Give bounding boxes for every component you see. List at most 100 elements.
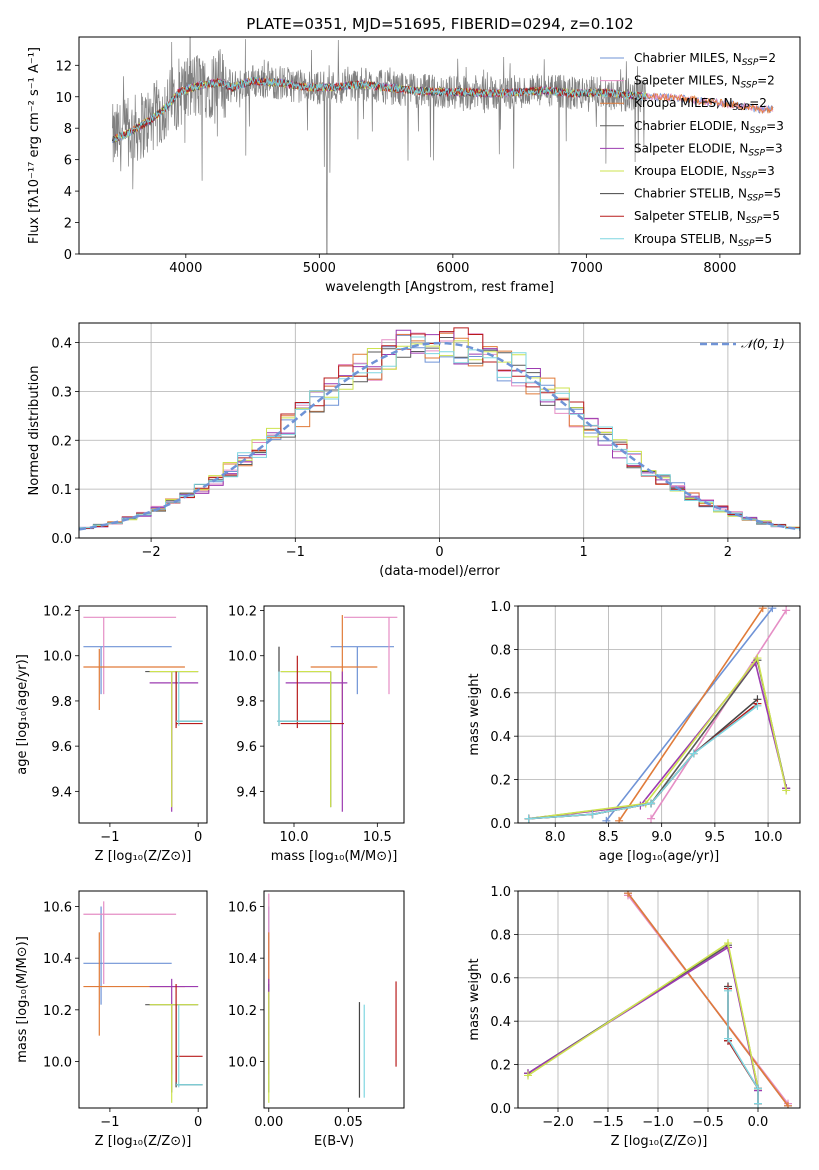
series-line-Kroupa_STELIB — [727, 990, 759, 1104]
legend-label-suffix: =2 — [757, 74, 775, 88]
legend-label-suffix: =3 — [757, 164, 775, 178]
x-axis-label: Z [log₁₀(Z/Z⊙)] — [95, 849, 192, 864]
y-tick-label: 0.0 — [490, 1102, 511, 1117]
legend-label-main: Salpeter ELODIE, N — [634, 141, 748, 155]
y-tick-label: 0.1 — [51, 483, 72, 498]
legend-label-sub: SSP — [742, 58, 759, 68]
normal-curve — [79, 341, 800, 531]
x-tick-label: 8.0 — [545, 830, 566, 845]
legend-label: Salpeter STELIB, NSSP=5 — [634, 209, 780, 226]
y-tick-label: 8 — [64, 122, 72, 137]
residual-histogram — [79, 336, 800, 538]
marker-Kroupa_MILES — [758, 606, 767, 613]
y-axis-label: Normed distribution — [27, 366, 42, 496]
marker-Salpeter_MILES — [782, 606, 791, 615]
legend-label-main: Kroupa ELODIE, N — [634, 164, 741, 178]
x-tick-label: 6000 — [436, 261, 469, 276]
legend-label-sub: SSP — [741, 171, 758, 181]
residuals-axes: −2 −1 0 1 2 0.0 0.1 0.2 0.3 0.4 (data-model)/error… — [27, 322, 801, 579]
y-tick-label: 0.2 — [490, 1059, 511, 1074]
y-tick-label: 0.2 — [490, 774, 511, 789]
y-tick-label: 9.6 — [236, 740, 257, 755]
x-tick-label: 2 — [724, 545, 732, 560]
legend-label: Chabrier STELIB, NSSP=5 — [634, 187, 781, 204]
legend-label: Kroupa STELIB, NSSP=5 — [634, 232, 772, 249]
series-line-Chabrier_MILES — [605, 607, 773, 822]
x-tick-label: 0 — [435, 545, 443, 560]
series-line-Salpeter_MILES — [650, 609, 787, 820]
y-tick-label: 9.8 — [51, 695, 72, 710]
marker-Kroupa_STELIB — [724, 1034, 732, 1043]
x-tick-label: 4000 — [169, 261, 202, 276]
series-line-Kroupa_MILES — [627, 892, 789, 1107]
y-axis-label: Flux [fλ10⁻¹⁷ erg cm⁻² s⁻¹ A⁻¹] — [27, 47, 42, 244]
y-tick-label: 4 — [64, 185, 72, 200]
legend-label-sub: SSP — [748, 148, 765, 158]
marker-Kroupa_MILES — [624, 891, 632, 898]
axis-frame — [263, 605, 405, 824]
model-spectrum-Kroupa_STELIB — [114, 76, 647, 142]
y-tick-label: 10.4 — [43, 952, 72, 967]
y-tick-label: 10.6 — [43, 901, 72, 916]
spectrum-axes: 4000 5000 6000 7000 8000 0 2 4 6 8 10 12 wavelength … — [27, 36, 801, 295]
marker-Kroupa_ELODIE — [524, 1071, 532, 1080]
series-line-Chabrier_ELODIE — [527, 944, 759, 1089]
series-line-Kroupa_MILES — [618, 607, 764, 822]
y-axis-label: mass [log₁₀(M/M⊙)] — [15, 936, 30, 1063]
y-tick-label: 0.6 — [490, 687, 511, 702]
x-tick-label: 8.5 — [598, 830, 619, 845]
mass_vs_Z-plot — [83, 901, 203, 1103]
y-tick-label: 1.0 — [490, 885, 511, 900]
marker-Kroupa_STELIB — [724, 986, 732, 995]
residuals-plot — [79, 327, 800, 538]
marker-Kroupa_STELIB — [754, 1099, 762, 1108]
legend-label: 𝒩(0, 1) — [741, 337, 785, 351]
axis-frame — [517, 890, 801, 1109]
legend-label-suffix: =5 — [754, 232, 772, 246]
x-tick-label: −1 — [100, 830, 119, 845]
y-tick-label: 10.0 — [43, 650, 72, 665]
y-tick-label: 10.4 — [228, 952, 257, 967]
x-axis-label: Z [log₁₀(Z/Z⊙)] — [95, 1134, 192, 1149]
x-tick-label: 10.0 — [280, 830, 309, 845]
x-axis-label: mass [log₁₀(M/M⊙)] — [271, 849, 398, 864]
y-tick-label: 10.0 — [43, 1056, 72, 1071]
y-tick-label: 0.4 — [51, 337, 72, 352]
marker-Kroupa_ELODIE — [753, 654, 762, 663]
marker-Kroupa_STELIB — [588, 810, 597, 819]
x-tick-label: 0.00 — [254, 1115, 283, 1130]
series-line-Kroupa_ELODIE — [527, 941, 759, 1089]
legend-label-sub: SSP — [746, 216, 763, 226]
y-tick-label: 0.4 — [490, 730, 511, 745]
y-tick-label: 0.8 — [490, 643, 511, 658]
legend-label-suffix: =2 — [749, 96, 767, 110]
x-axis-label: E(B-V) — [314, 1134, 354, 1149]
marker-Kroupa_ELODIE — [782, 786, 791, 795]
x-tick-label: 0.0 — [748, 1115, 769, 1130]
age_vs_mass-axes: 10.0 10.5 9.4 9.6 9.8 10.0 10.2 mass [log₁₀(M/M… — [228, 605, 405, 864]
massweight_vs_age-plot — [524, 606, 791, 823]
y-tick-label: 0 — [64, 248, 72, 263]
x-tick-label: −2 — [142, 545, 161, 560]
y-tick-label: 12 — [55, 59, 72, 74]
legend-label: Salpeter ELODIE, NSSP=3 — [634, 141, 783, 158]
x-axis-label: Z [log₁₀(Z/Z⊙)] — [611, 1134, 708, 1149]
y-tick-label: 0.2 — [51, 434, 72, 449]
x-tick-label: −1 — [100, 1115, 119, 1130]
axis-frame — [263, 890, 405, 1109]
mass_vs_Z-axes: −1 0 10.0 10.2 10.4 10.6 Z [log₁₀(Z/Z⊙)] mass [… — [15, 890, 208, 1149]
legend-label-main: Chabrier STELIB, N — [634, 187, 747, 201]
y-tick-label: 0.0 — [51, 532, 72, 547]
legend-label: Kroupa ELODIE, NSSP=3 — [634, 164, 775, 181]
figure-title: PLATE=0351, MJD=51695, FIBERID=0294, z=0… — [246, 15, 633, 33]
legend-label-sub: SSP — [747, 194, 764, 204]
marker-Kroupa_MILES — [784, 1101, 792, 1108]
massweight_vs_Z-plot — [524, 891, 792, 1108]
marker-Chabrier_MILES — [602, 816, 611, 823]
legend-label-suffix: =5 — [762, 209, 780, 223]
y-tick-label: 9.8 — [236, 695, 257, 710]
legend-label: Salpeter MILES, NSSP=2 — [634, 74, 775, 91]
y-tick-label: 10.2 — [43, 1004, 72, 1019]
axis-frame — [78, 36, 801, 255]
